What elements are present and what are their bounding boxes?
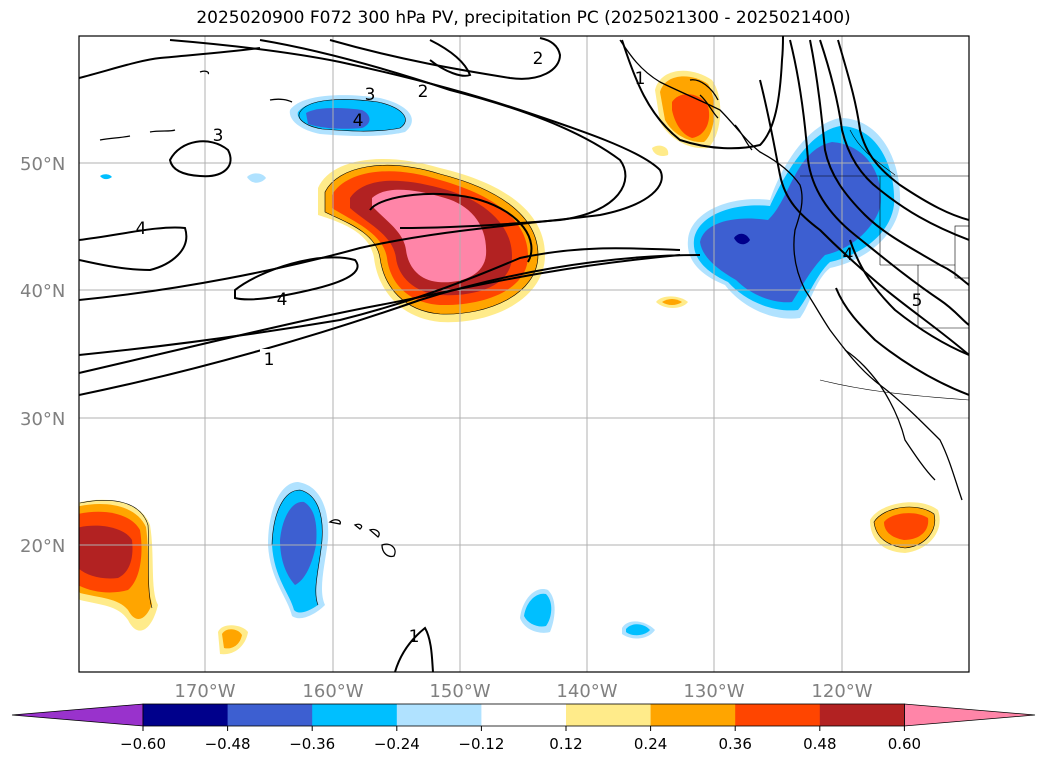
map-title: 2025020900 F072 300 hPa PV, precipitatio… bbox=[196, 8, 851, 28]
precip-positive-baja bbox=[870, 502, 940, 553]
lon-label: 120°W bbox=[811, 681, 872, 702]
colorbar-tick-label: 0.36 bbox=[718, 735, 751, 753]
colorbar-extend-low bbox=[11, 703, 144, 727]
lon-label: 130°W bbox=[683, 681, 744, 702]
precip-negative-aleutian bbox=[289, 95, 412, 136]
colorbar-segment bbox=[143, 704, 229, 726]
colorbar-segment bbox=[227, 704, 313, 726]
colorbar-extend-high bbox=[904, 703, 1036, 727]
contour-label: 4 bbox=[136, 219, 147, 239]
lat-label: 40°N bbox=[20, 281, 65, 302]
contour-label: 3 bbox=[213, 126, 224, 146]
colorbar-tick-label: −0.12 bbox=[458, 735, 504, 753]
colorbar-frame bbox=[142, 703, 905, 727]
contour-label: 1 bbox=[635, 69, 646, 89]
map-plot-area: 1 1 1 2 2 3 3 4 4 4 4 5 bbox=[79, 36, 969, 672]
lon-labels: 170°W 160°W 150°W 140°W 130°W 120°W bbox=[174, 681, 872, 702]
colorbar-tick-label: 0.60 bbox=[888, 735, 921, 753]
precip-negative-pacific-northwest bbox=[687, 118, 901, 319]
colorbar-tick-label: −0.60 bbox=[120, 735, 166, 753]
colorbar-segment bbox=[735, 704, 821, 726]
colorbar-tick-label: −0.48 bbox=[205, 735, 251, 753]
colorbar-segment bbox=[481, 704, 567, 726]
contour-label: 4 bbox=[353, 111, 364, 131]
lon-label: 160°W bbox=[302, 681, 363, 702]
colorbar-tick-label: 0.48 bbox=[803, 735, 836, 753]
colorbar-segment bbox=[312, 704, 398, 726]
colorbar: −0.60 −0.48 −0.36 −0.24 −0.12 0.12 0.24 0.36 0.4… bbox=[11, 703, 1036, 753]
lat-label: 30°N bbox=[20, 409, 65, 430]
contour-label: 1 bbox=[409, 627, 420, 647]
political-borders bbox=[800, 129, 969, 401]
contour-label: 4 bbox=[277, 290, 288, 310]
contour-label: 2 bbox=[418, 82, 429, 102]
lon-label: 170°W bbox=[174, 681, 235, 702]
lat-label: 20°N bbox=[20, 536, 65, 557]
contour-label: 2 bbox=[533, 49, 544, 69]
map-frame bbox=[78, 35, 970, 673]
lat-label: 50°N bbox=[20, 154, 65, 175]
colorbar-tick-label: 0.12 bbox=[549, 735, 582, 753]
precip-negative-small bbox=[100, 173, 655, 639]
coastlines bbox=[99, 39, 963, 558]
colorbar-segment bbox=[819, 704, 905, 726]
colorbar-tick-label: 0.24 bbox=[634, 735, 667, 753]
colorbar-tick-label: −0.24 bbox=[374, 735, 420, 753]
precip-positive-west-hawaii bbox=[79, 499, 158, 631]
lat-labels: 50°N 40°N 30°N 20°N bbox=[20, 154, 65, 557]
contour-label: 5 bbox=[912, 291, 923, 311]
colorbar-segment bbox=[396, 704, 482, 726]
contour-label: 4 bbox=[843, 245, 854, 265]
precip-positive-small bbox=[218, 145, 688, 655]
colorbar-segment bbox=[650, 704, 736, 726]
contour-labels: 1 1 1 2 2 3 3 4 4 4 4 5 bbox=[136, 49, 923, 647]
lon-label: 150°W bbox=[429, 681, 490, 702]
precip-outlines bbox=[79, 99, 936, 609]
contour-label: 3 bbox=[365, 85, 376, 105]
graticule bbox=[79, 36, 969, 672]
pv-contours bbox=[79, 36, 969, 672]
colorbar-tick-label: −0.36 bbox=[289, 735, 335, 753]
precip-negative-west-hawaii bbox=[268, 482, 329, 619]
contour-label: 1 bbox=[264, 350, 275, 370]
precip-positive-alaska bbox=[655, 70, 721, 149]
lon-label: 140°W bbox=[556, 681, 617, 702]
colorbar-segment bbox=[566, 704, 652, 726]
